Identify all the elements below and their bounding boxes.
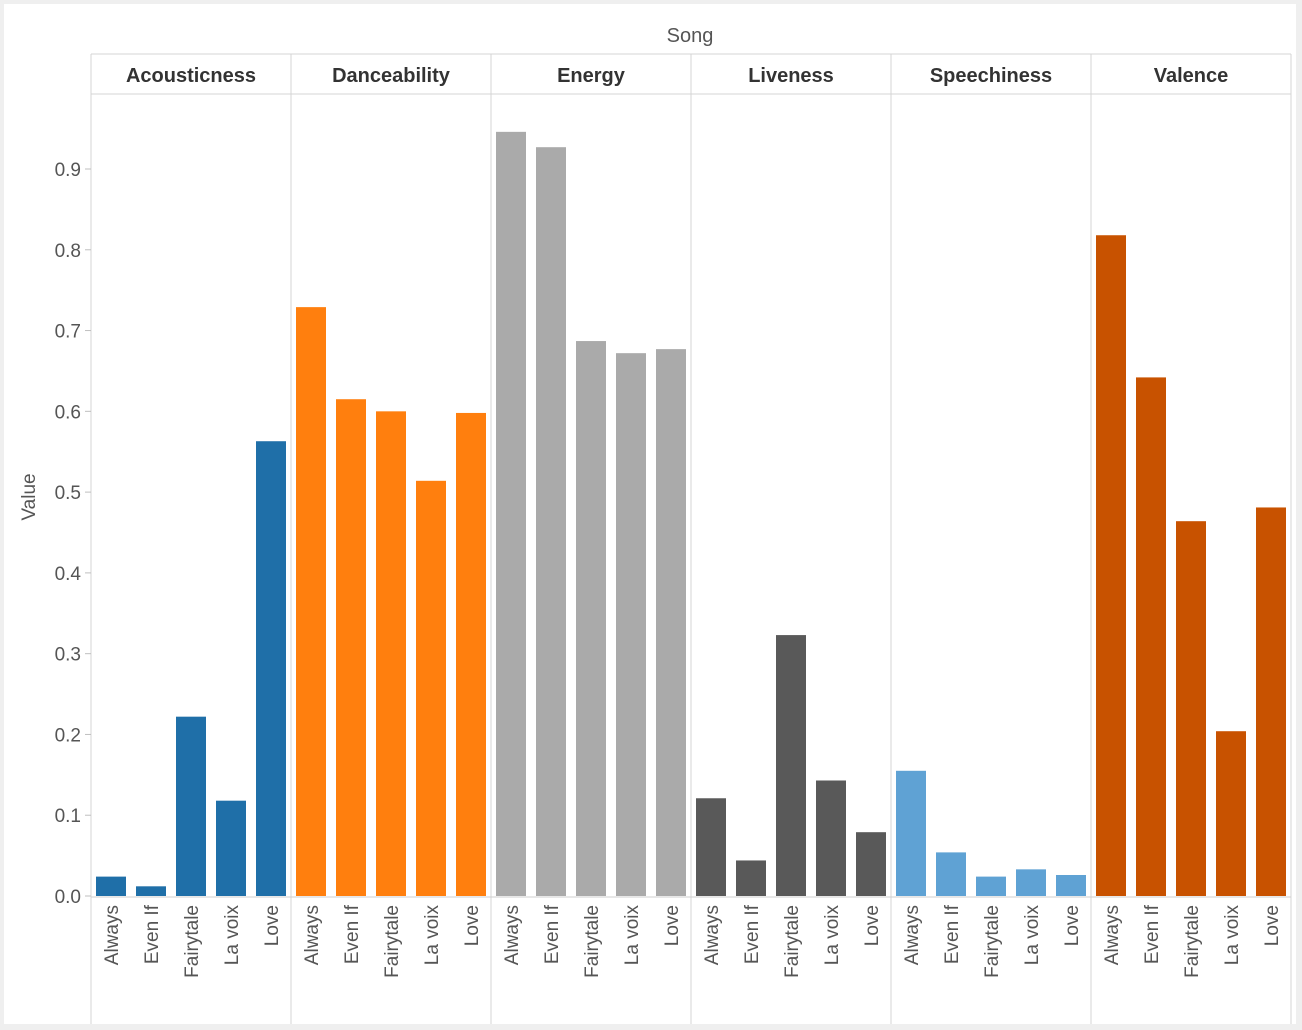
bar-acousticness-even-if[interactable] [136,886,166,896]
category-label: Love [662,905,683,946]
panel-header-acousticness: Acousticness [126,65,256,87]
bar-chart: Song Acousticness Danceability Energy Liven… [19,25,1292,1024]
panel-header-danceability: Danceability [332,65,451,87]
bar-danceability-love[interactable] [456,412,486,896]
bar-speechiness-fairytale[interactable] [976,876,1006,896]
y-tick-label: 0.3 [55,645,81,666]
category-label: La voix [222,905,243,966]
category-label: Love [462,905,483,946]
bar-speechiness-la-voix[interactable] [1016,869,1046,896]
bar-valence-fairytale[interactable] [1176,521,1206,896]
category-label: Love [862,905,883,946]
bar-valence-la-voix[interactable] [1216,731,1246,896]
bar-energy-la-voix[interactable] [616,353,646,896]
panel-header-valence: Valence [1154,65,1229,87]
category-label: Even If [142,904,163,964]
category-label: La voix [622,905,643,966]
bar-valence-love[interactable] [1256,507,1286,896]
panel-header-liveness: Liveness [748,65,834,87]
bar-danceability-always[interactable] [296,307,326,896]
category-label: Even If [742,904,763,964]
category-label: Even If [542,904,563,964]
panel-header-speechiness: Speechiness [930,65,1052,87]
panel-header-energy: Energy [557,65,626,87]
category-label: La voix [1022,905,1043,966]
bar-danceability-fairytale[interactable] [376,411,406,896]
bar-speechiness-always[interactable] [896,770,926,896]
chart-frame: Song Acousticness Danceability Energy Liven… [4,4,1296,1024]
category-label: La voix [1222,905,1243,966]
category-label: Love [1062,905,1083,946]
y-tick-label: 0.5 [55,483,81,504]
category-label: Always [1102,905,1123,965]
category-label: Fairytale [782,905,803,978]
y-tick-label: 0.1 [55,806,81,827]
y-tick-label: 0.2 [55,725,81,746]
bar-liveness-fairytale[interactable] [776,635,806,896]
bar-energy-fairytale[interactable] [576,341,606,897]
bar-acousticness-la-voix[interactable] [216,800,246,896]
bar-liveness-la-voix[interactable] [816,780,846,896]
y-axis: 0.0 0.1 0.2 0.3 0.4 0.5 0.6 0.7 0.8 0.9 [55,160,91,908]
category-label: Fairytale [182,905,203,978]
bar-liveness-always[interactable] [696,798,726,896]
category-label: Love [262,905,283,946]
category-label: Always [102,905,123,965]
y-tick-label: 0.9 [55,160,81,181]
bar-speechiness-love[interactable] [1056,874,1086,896]
category-label: La voix [822,905,843,966]
y-tick-label: 0.8 [55,241,81,262]
y-tick-label: 0.6 [55,402,81,423]
y-axis-title: Value [19,473,40,520]
y-tick-label: 0.0 [55,887,81,908]
bar-valence-even-if[interactable] [1136,377,1166,896]
bar-energy-love[interactable] [656,349,686,897]
bar-liveness-even-if[interactable] [736,860,766,896]
category-label: Even If [942,904,963,964]
panel-dividers [90,53,1292,1024]
category-label: Always [902,905,923,965]
bars [96,131,1286,897]
y-tick-label: 0.4 [55,564,82,585]
panel-headers: Acousticness Danceability Energy Liveness Sp… [126,65,1228,87]
category-label: Fairytale [982,905,1003,978]
category-label: Fairytale [582,905,603,978]
bar-danceability-la-voix[interactable] [416,480,446,896]
y-tick-label: 0.7 [55,322,81,343]
bar-acousticness-fairytale[interactable] [176,716,206,896]
x-axis: Always Even If Fairytale La voix Love Always E… [91,896,1291,978]
bar-energy-even-if[interactable] [536,147,566,896]
category-label: Even If [1142,904,1163,964]
category-label: Even If [342,904,363,964]
bar-danceability-even-if[interactable] [336,399,366,896]
category-label: Fairytale [1182,905,1203,978]
bar-acousticness-love[interactable] [256,441,286,896]
category-label: Always [702,905,723,965]
category-label: Always [502,905,523,965]
bar-acousticness-always[interactable] [96,876,126,896]
column-header-song: Song [667,25,714,47]
category-label: La voix [422,905,443,966]
bar-liveness-love[interactable] [856,832,886,896]
bar-valence-always[interactable] [1096,235,1126,896]
category-label: Love [1262,905,1283,946]
category-label: Always [302,905,323,965]
bar-energy-always[interactable] [496,131,526,896]
bar-speechiness-even-if[interactable] [936,852,966,896]
category-label: Fairytale [382,905,403,978]
